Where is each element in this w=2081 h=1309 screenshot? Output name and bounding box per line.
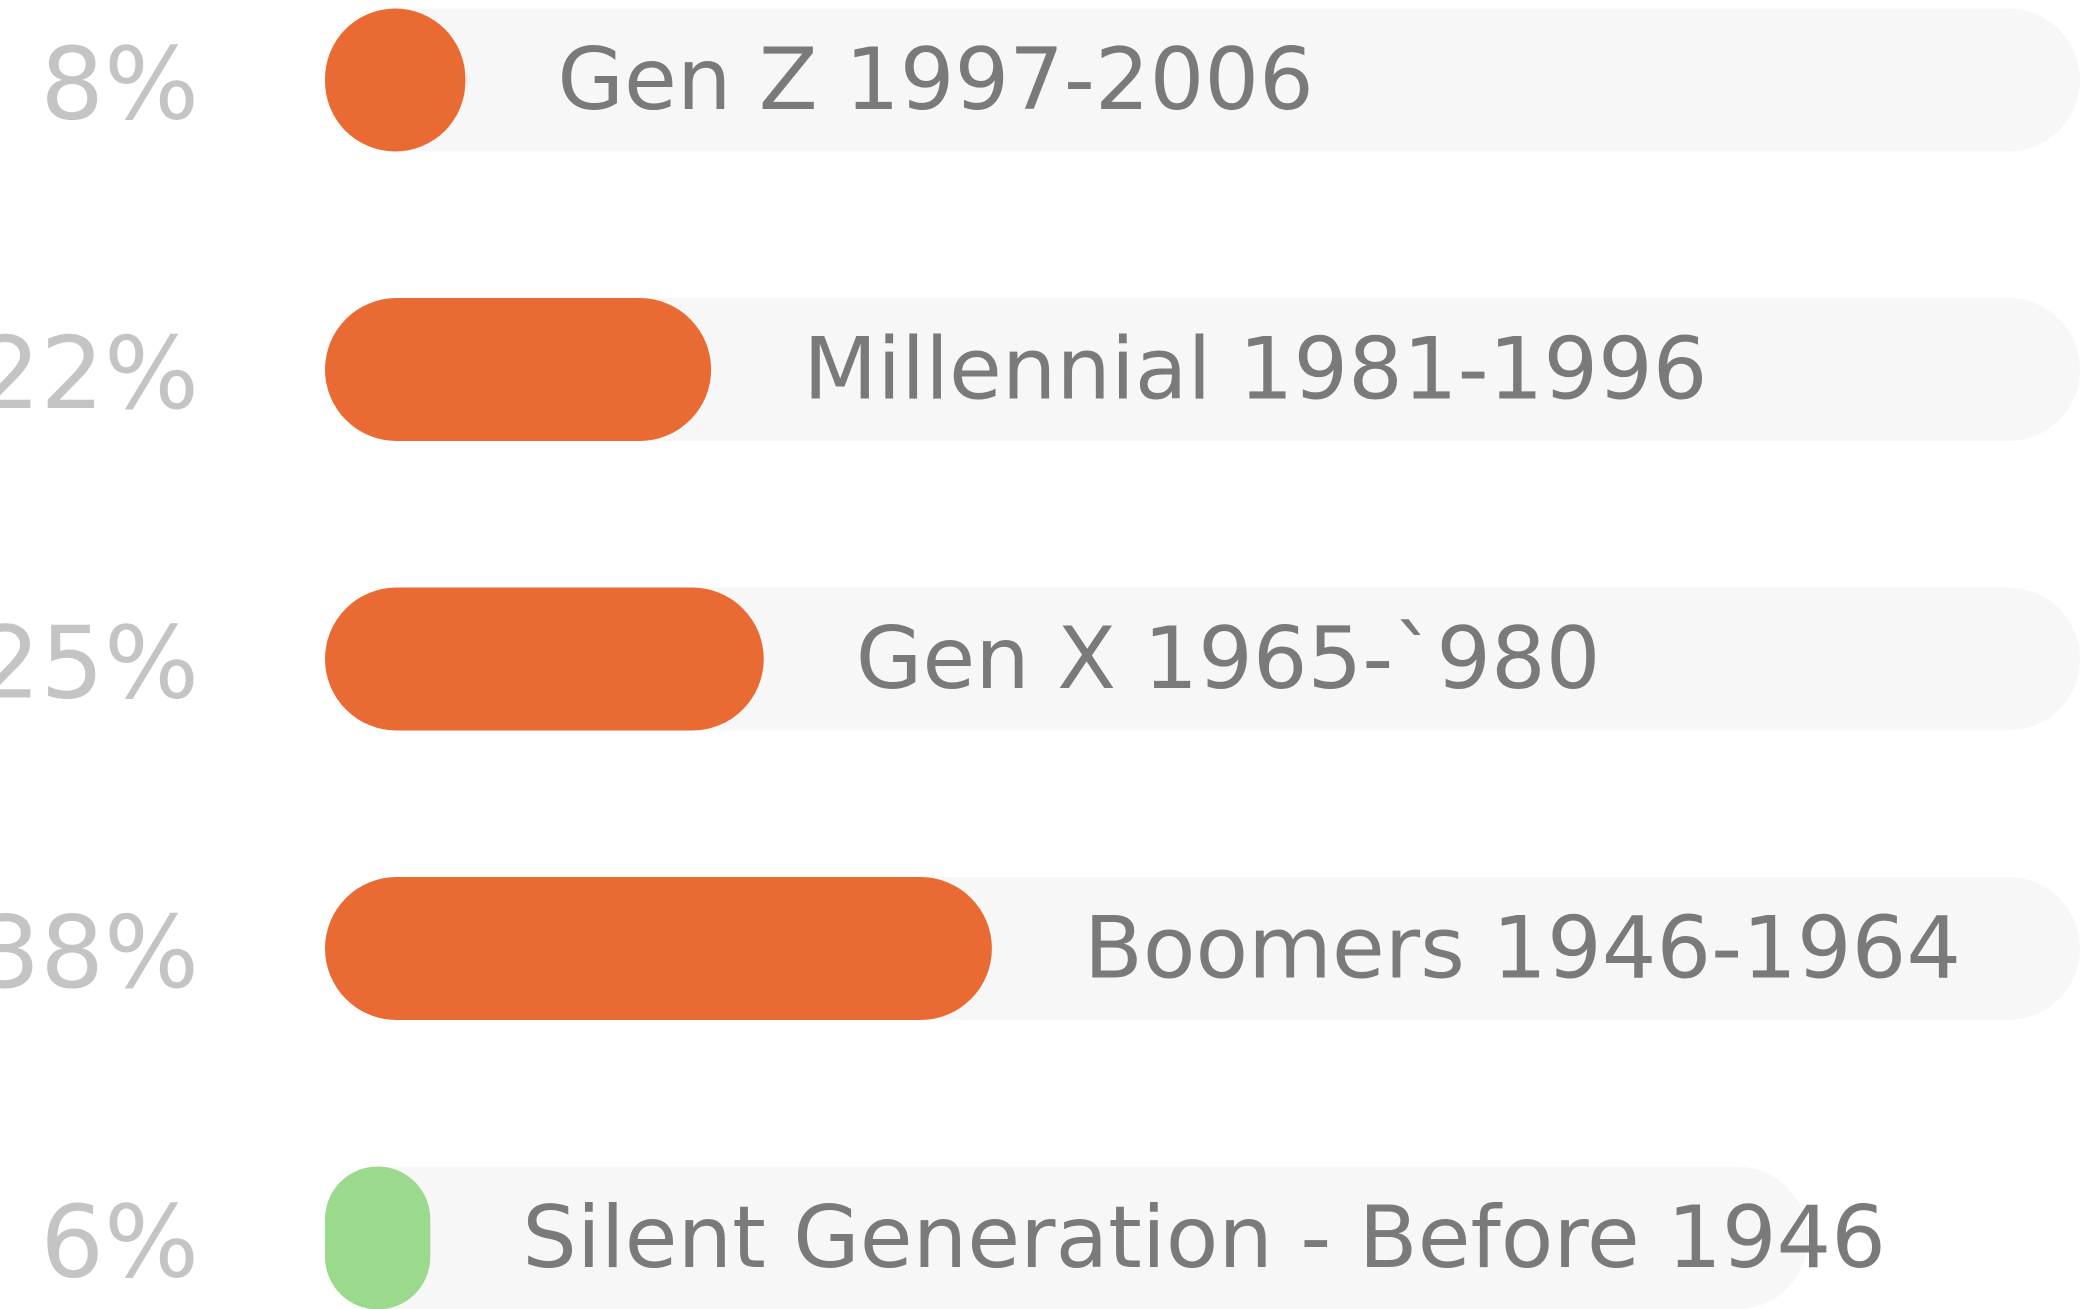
bar-track xyxy=(325,298,2080,441)
bar-track xyxy=(325,587,2080,731)
category-label: Silent Generation - Before 1946 xyxy=(522,1188,1886,1288)
value-label: 22% xyxy=(0,315,199,432)
bar xyxy=(325,8,466,152)
bar xyxy=(325,877,992,1020)
bar-track xyxy=(325,1166,1808,1309)
value-label: 8% xyxy=(40,26,199,143)
bar xyxy=(325,587,764,731)
bar-track xyxy=(325,8,2080,152)
category-label: Gen Z 1997-2006 xyxy=(557,30,1313,130)
value-label: 6% xyxy=(40,1184,199,1301)
bar xyxy=(325,1166,431,1309)
value-label: 25% xyxy=(0,605,199,722)
value-label: 38% xyxy=(0,894,199,1011)
category-label: Boomers 1946-1964 xyxy=(1084,899,1961,999)
category-label: Gen X 1965-`980 xyxy=(856,609,1601,709)
category-label: Millennial 1981-1996 xyxy=(803,320,1707,420)
bar xyxy=(325,298,712,441)
